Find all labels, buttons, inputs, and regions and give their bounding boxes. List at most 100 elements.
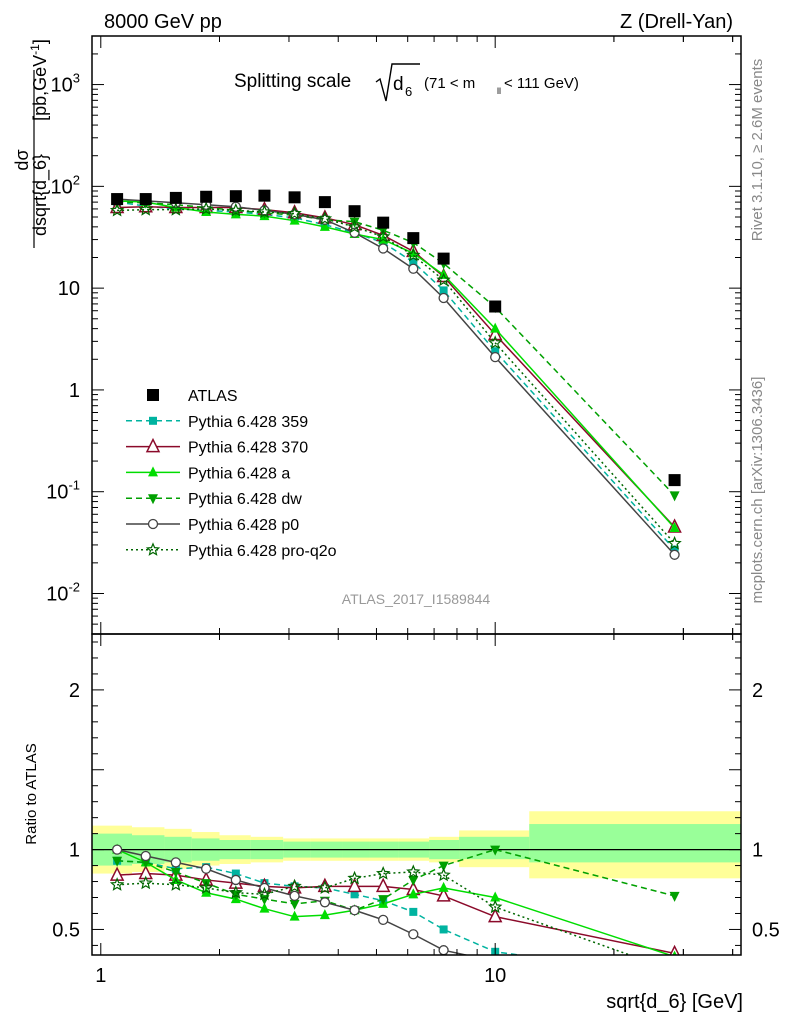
series-5	[109, 201, 682, 550]
series-point	[490, 351, 501, 363]
y-tick-label-right: 1	[752, 840, 763, 862]
ratio-point	[436, 867, 451, 882]
legend-marker	[148, 466, 158, 477]
ratio-series-4	[111, 844, 470, 955]
legend-entry: ATLAS	[147, 388, 238, 405]
ratio-point	[436, 887, 451, 902]
data-point	[377, 216, 390, 229]
series-point	[228, 202, 244, 217]
ratio-point	[198, 880, 214, 895]
series-point	[319, 220, 330, 231]
ratio-point	[140, 850, 151, 862]
series-point	[317, 211, 333, 225]
ratio-point	[487, 899, 503, 914]
ratio-point	[347, 877, 362, 893]
legend-label: Pythia 6.428 a	[188, 465, 290, 482]
series-point	[669, 522, 680, 533]
series-point	[490, 322, 501, 333]
series-point	[168, 202, 184, 216]
y-tick-label: 0.5	[52, 919, 80, 941]
series-point	[138, 202, 153, 216]
legend-entry: Pythia 6.428 p0	[126, 517, 299, 534]
title-symbol-sub: 6	[405, 84, 412, 99]
ratio-series-1	[109, 864, 680, 955]
ratio-point	[109, 877, 125, 891]
legend-label: Pythia 6.428 370	[188, 440, 308, 457]
ratio-point	[289, 899, 300, 910]
legend-entry: Pythia 6.428 359	[126, 414, 308, 431]
atlas-data	[111, 189, 681, 487]
series-point	[408, 263, 419, 274]
legend-marker	[145, 437, 161, 453]
top-panel: 10-2 10-1 1 10 102 103 Splitting scale d 6 (7…	[12, 35, 742, 635]
bottom-panel: 1 10 0.5 0.5 1 1 2 2 Ratio to ATLAS sqrt{d_6} […	[23, 633, 780, 1013]
data-point	[437, 252, 450, 265]
data-point	[318, 196, 331, 209]
title-symbol: d	[393, 74, 404, 95]
mcplots-label: mcplots.cern.ch [arXiv:1306.3436]	[749, 377, 766, 604]
data-point	[668, 474, 681, 487]
series-point	[439, 286, 448, 295]
ratio-point	[669, 891, 680, 902]
data-point	[288, 191, 301, 204]
y-tick-label: 1	[69, 380, 80, 402]
series-point	[436, 272, 451, 287]
legend-marker	[145, 542, 161, 556]
ratio-point	[289, 910, 300, 921]
ratio-point	[350, 890, 359, 899]
y-tick-label: 103	[51, 71, 80, 97]
ratio-point	[490, 891, 501, 902]
ratio-point	[170, 867, 181, 878]
legend-label: Pythia 6.428 dw	[188, 491, 302, 508]
series-point	[347, 219, 362, 233]
series-point	[375, 229, 391, 243]
rivet-label: Rivet 3.1.10, ≥ 2.6M events	[749, 59, 766, 242]
series-point	[408, 247, 419, 258]
legend-label: Pythia 6.428 p0	[188, 517, 299, 534]
ratio-point	[257, 886, 272, 901]
ratio-point	[408, 888, 419, 899]
ratio-point	[438, 881, 449, 892]
ratio-point	[409, 907, 418, 916]
title-text: Splitting scale	[234, 71, 351, 92]
ratio-point	[317, 880, 333, 895]
title-cut-sub: ll	[497, 86, 501, 96]
ratio-line	[116, 848, 470, 955]
ratio-point	[111, 844, 123, 855]
ratio-point	[170, 857, 182, 868]
legend: ATLAS Pythia 6.428 359 Pythia 6.428 370 Pyt…	[126, 388, 337, 560]
y-axis-label-top: dσ	[12, 149, 32, 170]
data-point	[111, 193, 124, 206]
ratio-line	[117, 848, 675, 912]
ratio-point	[138, 875, 153, 890]
series-point	[669, 549, 680, 560]
series-point	[287, 206, 302, 220]
series-point	[109, 202, 125, 217]
series-point	[230, 201, 241, 212]
series-point	[406, 247, 421, 262]
legend-label: ATLAS	[188, 388, 238, 405]
series-point	[319, 214, 331, 225]
x-tick-label: 10	[484, 965, 506, 987]
data-point	[489, 300, 502, 313]
ratio-line	[117, 872, 675, 955]
ratio-point	[289, 890, 300, 902]
ratio-point	[112, 856, 123, 867]
series-point	[669, 491, 680, 502]
data-point	[258, 189, 271, 202]
title-cut-end: < 111 GeV)	[504, 75, 579, 92]
legend-label: Pythia 6.428 359	[188, 414, 308, 431]
ratio-point	[259, 895, 270, 906]
legend-label: Pythia 6.428 pro-q2o	[188, 543, 337, 560]
bottom-frame	[91, 633, 742, 956]
ratio-point	[439, 925, 448, 934]
series-point	[257, 204, 272, 219]
ratio-point	[228, 885, 244, 899]
ratio-point	[375, 877, 391, 893]
header-left: 8000 GeV pp	[104, 11, 222, 33]
series-point	[409, 258, 418, 267]
series-point	[487, 335, 503, 349]
ratio-point	[287, 878, 302, 893]
ratio-point	[672, 950, 677, 955]
